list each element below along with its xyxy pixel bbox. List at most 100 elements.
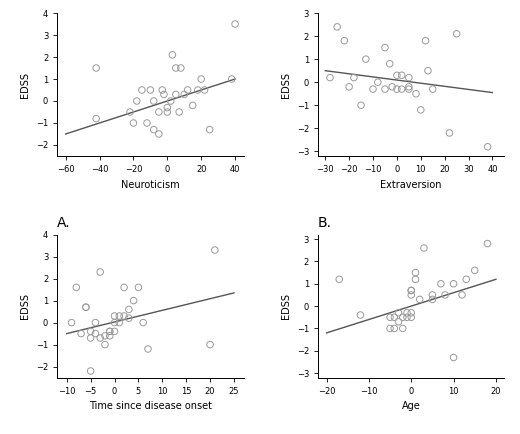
Point [154, 131, 163, 138]
Point [144, 345, 152, 352]
Point [393, 85, 401, 92]
Point [405, 74, 413, 81]
Point [86, 335, 95, 342]
Point [388, 83, 396, 90]
Point [394, 309, 402, 316]
Point [407, 309, 415, 316]
Point [115, 319, 123, 326]
Point [471, 267, 479, 274]
Point [150, 126, 158, 133]
Point [424, 67, 432, 74]
Point [146, 86, 154, 93]
Point [420, 244, 428, 251]
Point [462, 276, 471, 283]
Point [386, 314, 394, 321]
Point [154, 108, 163, 115]
Point [345, 83, 353, 90]
Point [138, 86, 146, 93]
Point [134, 284, 142, 291]
Point [120, 284, 128, 291]
Point [335, 276, 343, 283]
Point [160, 91, 168, 98]
Point [399, 314, 407, 321]
Point [333, 23, 341, 30]
Point [92, 330, 100, 337]
Point [166, 98, 175, 105]
Point [441, 292, 449, 299]
Point [96, 269, 105, 276]
Point [381, 44, 389, 51]
Point [403, 309, 411, 316]
Point [393, 72, 401, 79]
Point [205, 126, 214, 133]
Point [407, 287, 415, 294]
Point [206, 341, 214, 348]
X-axis label: Time since disease onset: Time since disease onset [89, 401, 212, 411]
Point [381, 85, 389, 92]
Point [394, 318, 402, 325]
Point [211, 247, 219, 253]
Text: A.: A. [57, 216, 71, 230]
Point [412, 90, 420, 97]
Point [163, 104, 172, 111]
Point [411, 276, 420, 283]
Point [86, 368, 95, 375]
Point [483, 240, 491, 247]
Point [72, 284, 81, 291]
Point [411, 269, 420, 276]
Point [82, 304, 90, 311]
Point [357, 102, 365, 109]
Point [68, 319, 76, 326]
Point [158, 86, 166, 93]
Point [390, 314, 398, 321]
Y-axis label: EDSS: EDSS [281, 293, 291, 319]
Point [326, 74, 334, 81]
Point [92, 115, 100, 122]
Point [177, 65, 185, 72]
Point [193, 86, 202, 93]
Point [129, 119, 138, 126]
Point [126, 108, 134, 115]
Point [125, 315, 133, 322]
Point [415, 296, 424, 303]
Point [397, 72, 406, 79]
Point [120, 312, 128, 319]
Point [386, 325, 394, 332]
Point [180, 91, 188, 98]
Point [385, 60, 394, 67]
Point [228, 76, 236, 82]
Point [407, 287, 415, 294]
Point [417, 106, 425, 113]
Point [399, 325, 407, 332]
Point [129, 297, 138, 304]
Point [428, 296, 437, 303]
Y-axis label: EDSS: EDSS [20, 72, 30, 98]
Point [390, 325, 398, 332]
Point [350, 74, 358, 81]
Y-axis label: EDSS: EDSS [281, 72, 291, 98]
Point [362, 56, 370, 62]
Point [407, 292, 415, 299]
Point [340, 37, 348, 44]
Point [77, 330, 85, 337]
Point [403, 314, 411, 321]
Y-axis label: EDSS: EDSS [20, 293, 30, 319]
Point [82, 304, 90, 311]
Point [407, 314, 415, 321]
Point [115, 312, 123, 319]
Point [92, 319, 100, 326]
Point [445, 129, 453, 136]
Point [172, 65, 180, 72]
Point [189, 102, 197, 109]
Point [369, 85, 377, 92]
Point [106, 332, 114, 339]
Point [428, 292, 437, 299]
Point [356, 312, 365, 319]
Point [163, 108, 172, 115]
X-axis label: Age: Age [402, 401, 421, 411]
Point [397, 85, 406, 92]
Point [175, 108, 184, 115]
Point [133, 98, 141, 105]
Point [125, 306, 133, 313]
Point [231, 20, 239, 27]
